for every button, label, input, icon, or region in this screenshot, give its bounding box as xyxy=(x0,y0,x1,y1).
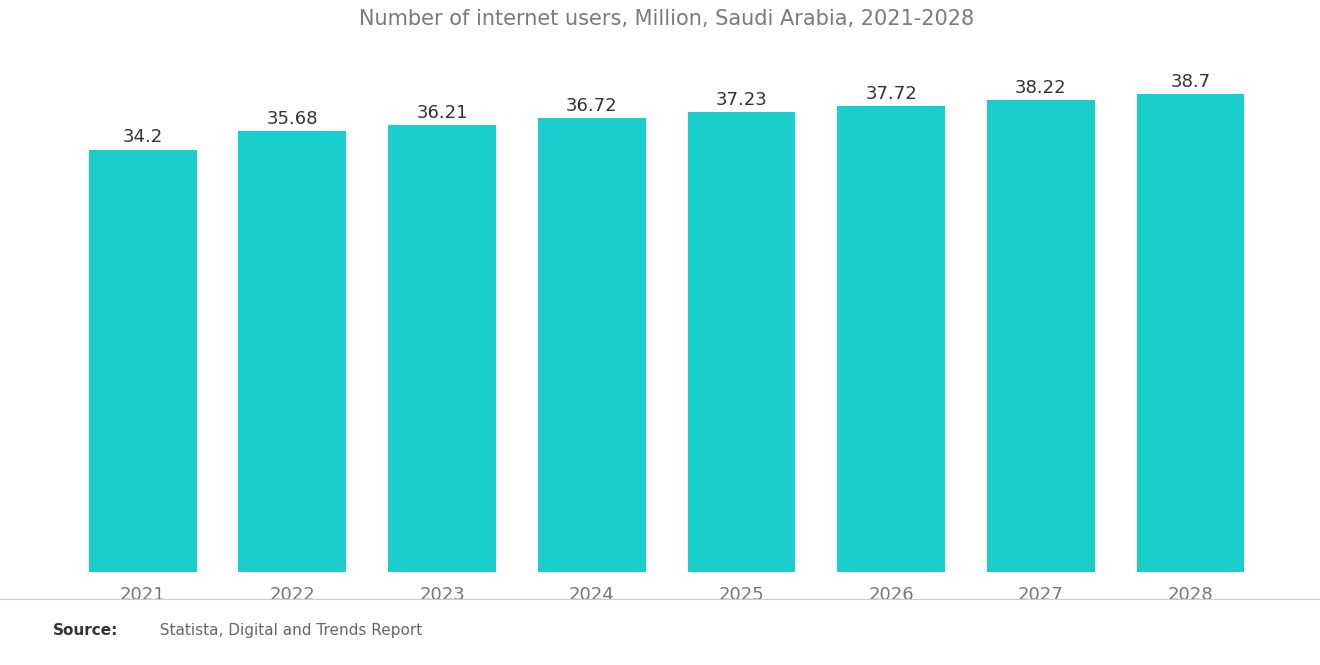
Bar xyxy=(688,112,796,572)
Text: Statista, Digital and Trends Report: Statista, Digital and Trends Report xyxy=(150,623,422,638)
Bar xyxy=(987,100,1094,572)
Text: 36.21: 36.21 xyxy=(416,104,467,122)
Bar xyxy=(1137,94,1245,572)
Bar xyxy=(537,118,645,572)
Text: 38.7: 38.7 xyxy=(1171,73,1210,91)
Bar xyxy=(388,125,496,572)
Text: 34.2: 34.2 xyxy=(123,128,162,146)
Text: 37.23: 37.23 xyxy=(715,91,767,109)
Text: 38.22: 38.22 xyxy=(1015,78,1067,97)
Bar xyxy=(837,106,945,572)
Text: 35.68: 35.68 xyxy=(267,110,318,128)
Text: 37.72: 37.72 xyxy=(866,85,917,103)
Bar xyxy=(239,131,346,572)
Text: 36.72: 36.72 xyxy=(566,97,618,115)
Title: Number of internet users, Million, Saudi Arabia, 2021-2028: Number of internet users, Million, Saudi… xyxy=(359,9,974,29)
Bar xyxy=(88,150,197,572)
Text: Source:: Source: xyxy=(53,623,119,638)
